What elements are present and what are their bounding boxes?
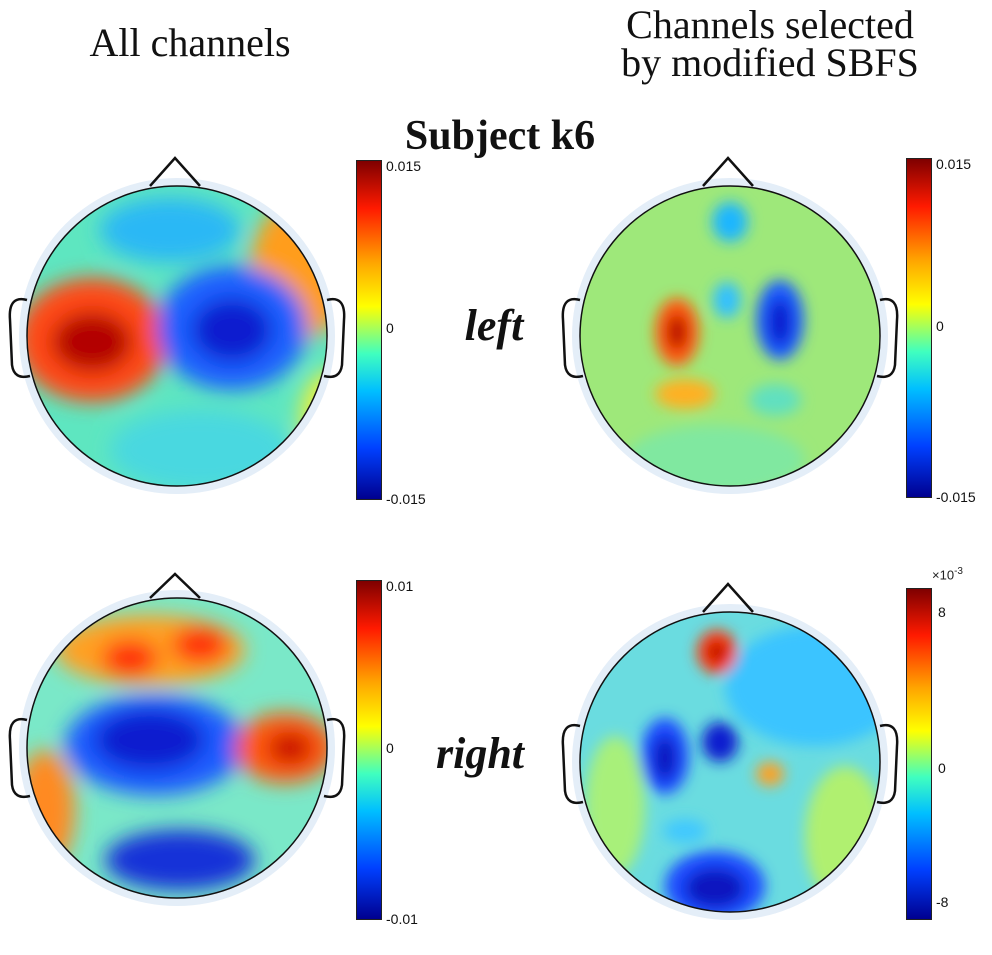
blob-posterior-mild-negative: [110, 410, 290, 486]
colorbar-top-left-mid: 0: [386, 320, 394, 336]
blob-c4-core: [768, 298, 792, 346]
right-ear-outline: [876, 723, 899, 805]
blob-right-central-core: [192, 298, 272, 362]
right-ear-outline: [323, 297, 346, 379]
blob-c3-core: [667, 314, 687, 350]
condition-left-label: left: [464, 301, 524, 350]
colorbar-top-left-max: 0.015: [386, 158, 422, 174]
colorbar-top-left: [356, 160, 382, 500]
colorbar-bottom-left-min: -0.01: [386, 911, 418, 927]
blob-cpz-positive: [655, 379, 715, 409]
blob-occipital-core: [685, 868, 745, 908]
head-outline: [579, 185, 881, 487]
topomap-top-left: [8, 156, 346, 494]
colorbar-top-right-min: -0.015: [936, 489, 976, 505]
colorbar-bottom-right-mid: 0: [938, 760, 946, 776]
header-all-channels: All channels: [89, 20, 291, 65]
blob-right-temporal-core: [268, 732, 312, 764]
head-outline: [26, 185, 328, 487]
blob-c4-positive: [756, 762, 784, 786]
colorbar-top-right: [906, 158, 932, 498]
exponent-base: ×10: [932, 567, 955, 583]
blob-frontal-positive-left: [102, 640, 158, 676]
head-outline: [579, 611, 881, 913]
nose-outline: [149, 156, 201, 187]
colorbar-top-left-min: -0.015: [386, 491, 426, 507]
blob-fz-negative: [712, 202, 748, 242]
head-outline: [26, 597, 328, 899]
header-selected-line2: by modified SBFS: [621, 40, 919, 85]
blob-pz-mild-negative: [749, 384, 801, 416]
exponent-power: -3: [954, 566, 963, 577]
colorbar-bottom-left: [356, 580, 382, 920]
topomap-bottom-left: [8, 572, 346, 906]
nose-outline: [702, 156, 754, 187]
blob-left-green: [585, 736, 645, 876]
blob-left-central-core: [52, 312, 132, 372]
right-ear-outline: [323, 717, 346, 799]
blob-cz-negative: [713, 282, 741, 318]
subject-title: Subject k6: [404, 113, 596, 159]
colorbar-bottom-right-max: 8: [938, 604, 946, 620]
blob-c3-core: [653, 736, 677, 780]
colorbar-top-right-max: 0.015: [936, 156, 972, 172]
left-ear-outline: [8, 297, 31, 379]
left-ear-outline: [561, 723, 584, 805]
header-selected-channels: Channels selected by modified SBFS: [580, 2, 960, 85]
condition-right-label: right: [435, 729, 525, 778]
blob-frontal-weak-negative: [100, 198, 240, 262]
colorbar-bottom-right-exponent: ×10-3: [932, 566, 963, 582]
left-ear-outline: [561, 297, 584, 379]
blob-frontal-positive-right: [172, 627, 228, 663]
blob-occipital-negative: [105, 830, 255, 890]
colorbar-top-right-mid: 0: [936, 318, 944, 334]
colorbar-bottom-left-mid: 0: [386, 740, 394, 756]
topomap-top-right: [561, 156, 899, 494]
blob-cz-negative: [702, 722, 738, 762]
right-ear-outline: [876, 297, 899, 379]
left-ear-outline: [8, 717, 31, 799]
colorbar-bottom-right-min: -8: [936, 894, 949, 910]
nose-outline: [149, 572, 201, 599]
blob-fpz-core: [708, 642, 726, 662]
colorbar-bottom-left-max: 0.01: [386, 578, 414, 594]
nose-outline: [702, 582, 754, 613]
topomap-bottom-right: [561, 582, 899, 920]
colorbar-bottom-right: [906, 588, 932, 920]
header-selected-line1: Channels selected: [626, 2, 914, 47]
blob-central-core: [95, 710, 205, 770]
blob-cpz-negative: [663, 819, 707, 843]
